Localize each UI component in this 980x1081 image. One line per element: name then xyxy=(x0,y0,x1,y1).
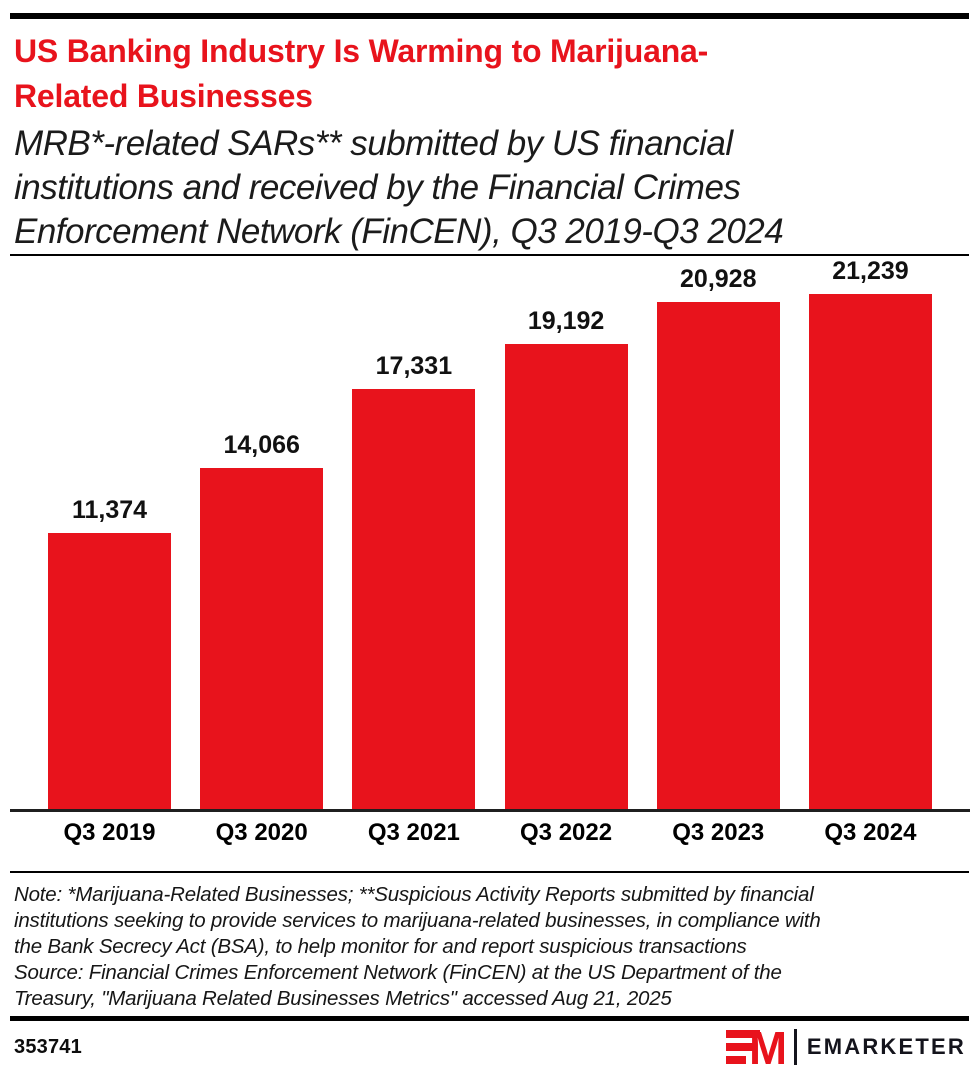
bar xyxy=(352,389,476,809)
bar-value-label: 20,928 xyxy=(680,265,757,293)
chart-header: US Banking Industry Is Warming to Mariju… xyxy=(0,29,980,254)
x-axis-label: Q3 2024 xyxy=(824,819,917,846)
bar-value-label: 21,239 xyxy=(832,257,909,285)
chart-id: 353741 xyxy=(14,1035,82,1058)
bar-value-label: 14,066 xyxy=(223,431,300,459)
page-title-line-2: Related Businesses xyxy=(14,78,313,114)
chart-subtitle: MRB*-related SARs** submitted by US fina… xyxy=(14,122,966,254)
bar xyxy=(504,344,628,809)
emarketer-logo: M EMARKETER xyxy=(725,1029,966,1065)
bar-value-label: 19,192 xyxy=(527,307,605,335)
bar-column: 11,374 xyxy=(48,496,171,809)
bar-column: 21,239 xyxy=(808,257,932,809)
bar-value-label: 11,374 xyxy=(71,496,148,524)
footer-rule xyxy=(10,1016,969,1021)
bar-series: 11,374 14,066 17,331 19,192 20,928 21,239 xyxy=(48,256,932,809)
x-axis-label: Q3 2021 xyxy=(367,819,460,846)
bar xyxy=(656,302,780,809)
bar-column: 17,331 xyxy=(352,352,476,809)
bar-column: 14,066 xyxy=(200,431,324,809)
x-axis-labels: Q3 2019 Q3 2020 Q3 2021 Q3 2022 Q3 2023 Q3 20… xyxy=(10,819,970,847)
source-line-2: Treasury, "Marijuana Related Businesses … xyxy=(14,987,672,1010)
bar xyxy=(48,533,171,809)
x-axis-label: Q3 2020 xyxy=(215,819,308,846)
header-divider xyxy=(10,254,969,256)
x-axis-label: Q3 2019 xyxy=(63,819,156,846)
x-axis-label: Q3 2022 xyxy=(520,819,613,846)
footer-bar: 353741 M EMARKETER xyxy=(14,1029,966,1065)
note-line-1: Note: *Marijuana-Related Businesses; **S… xyxy=(14,883,814,906)
bar-chart-plot-area: 11,374 14,066 17,331 19,192 20,928 21,239 xyxy=(10,256,970,812)
bar-value-label: 17,331 xyxy=(375,352,453,380)
bar xyxy=(808,294,932,809)
logo-divider xyxy=(793,1029,797,1065)
note-text: Note: *Marijuana-Related Businesses; **S… xyxy=(0,873,980,1012)
svg-text:M: M xyxy=(749,1029,784,1065)
chart-subtitle-line-1: MRB*-related SARs** submitted by US fina… xyxy=(14,124,733,163)
source-line-1: Source: Financial Crimes Enforcement Net… xyxy=(14,961,782,984)
note-divider xyxy=(10,871,969,873)
note-line-3: the Bank Secrecy Act (BSA), to help moni… xyxy=(14,935,747,958)
x-axis-label: Q3 2023 xyxy=(672,819,765,846)
emarketer-wordmark: EMARKETER xyxy=(806,1034,966,1059)
top-rule xyxy=(10,13,969,19)
bar-column: 19,192 xyxy=(504,307,628,809)
page-title-line-1: US Banking Industry Is Warming to Mariju… xyxy=(14,33,709,69)
em-monogram-icon: M xyxy=(725,1029,784,1065)
chart-subtitle-line-3: Enforcement Network (FinCEN), Q3 2019-Q3… xyxy=(14,212,784,251)
page-title: US Banking Industry Is Warming to Mariju… xyxy=(14,29,966,119)
bar xyxy=(200,468,324,809)
note-line-2: institutions seeking to provide services… xyxy=(14,909,821,932)
chart-subtitle-line-2: institutions and received by the Financi… xyxy=(14,168,741,207)
bar-column: 20,928 xyxy=(656,265,780,809)
chart-card: US Banking Industry Is Warming to Mariju… xyxy=(0,13,980,1081)
